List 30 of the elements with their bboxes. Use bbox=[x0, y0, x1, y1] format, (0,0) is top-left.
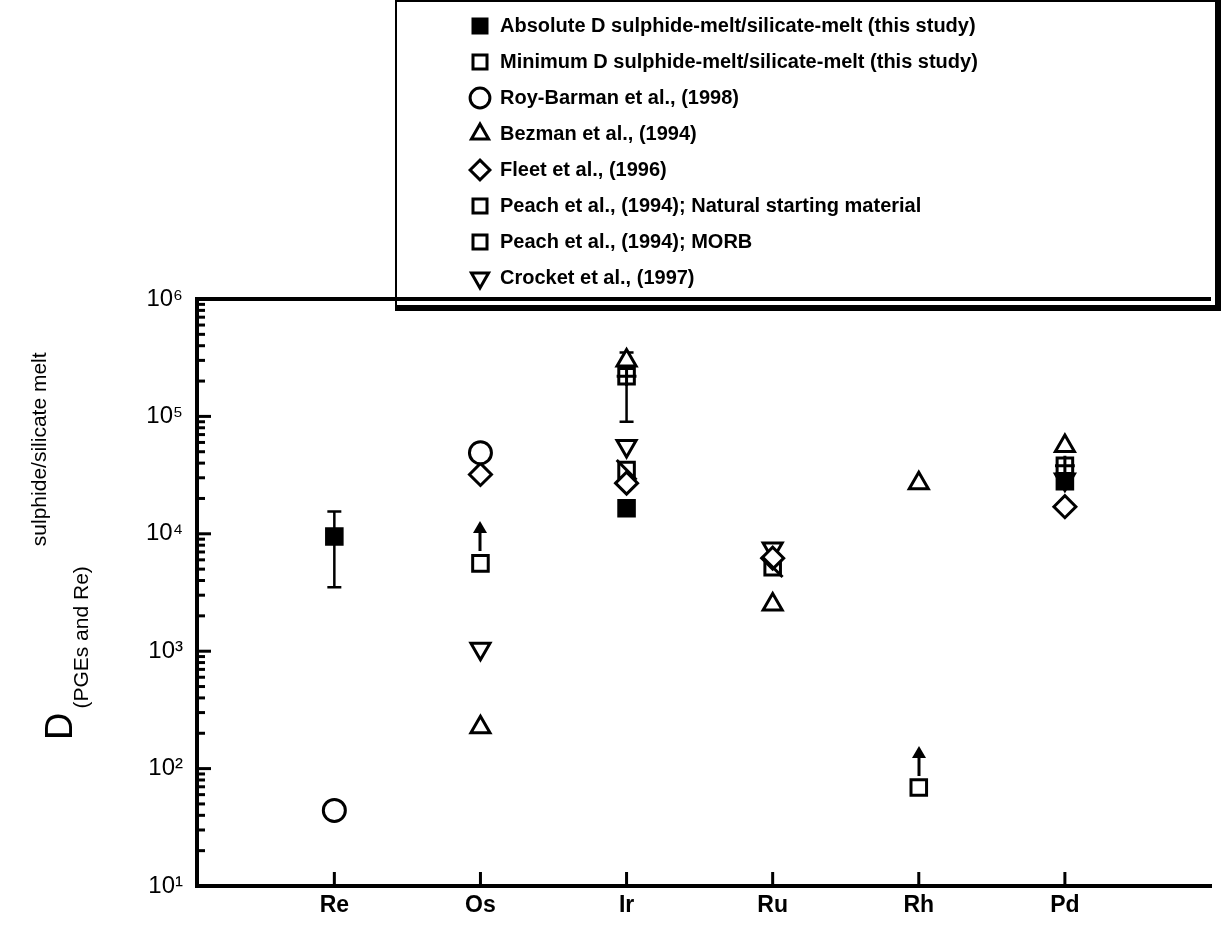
x-tick-label: Rh bbox=[903, 891, 935, 918]
point bbox=[617, 498, 636, 518]
legend-label: Absolute D sulphide-melt/silicate-melt (this study) bbox=[500, 13, 976, 36]
point bbox=[1052, 494, 1078, 520]
legend-label: Crocket et al., (1997) bbox=[500, 265, 695, 288]
x-tick-label: Ru bbox=[757, 891, 789, 918]
point bbox=[321, 797, 347, 823]
y-tick-label: 10⁵ bbox=[146, 401, 183, 429]
legend-label: Bezman et al., (1994) bbox=[500, 121, 697, 144]
legend-label: Peach et al., (1994); MORB bbox=[500, 229, 753, 252]
y-tick-label: 10¹ bbox=[148, 870, 184, 898]
legend-label: Minimum D sulphide-melt/silicate-melt (this study) bbox=[500, 49, 978, 72]
point bbox=[909, 778, 929, 797]
y-tick-label: 10² bbox=[148, 753, 184, 781]
legend-label: Roy-Barman et al., (1998) bbox=[500, 85, 739, 108]
x-tick-label: Pd bbox=[1050, 891, 1080, 918]
x-tick-label: Re bbox=[319, 891, 350, 918]
point bbox=[325, 527, 344, 546]
y-tick-label: 10³ bbox=[148, 635, 184, 663]
legend-label: Peach et al., (1994); Natural starting material bbox=[500, 193, 922, 216]
text: D(PGEs and Re)sulphide/silicate melt bbox=[27, 352, 92, 740]
x-tick-label: Os bbox=[465, 891, 496, 918]
point bbox=[614, 470, 640, 496]
legend-label: Fleet et al., (1996) bbox=[500, 157, 667, 180]
y-tick-label: 10⁴ bbox=[145, 518, 183, 546]
y-tick-label: 10⁶ bbox=[146, 283, 183, 311]
point bbox=[467, 462, 493, 487]
point bbox=[467, 440, 493, 466]
point bbox=[471, 554, 490, 573]
x-tick-label: Ir bbox=[618, 891, 635, 918]
